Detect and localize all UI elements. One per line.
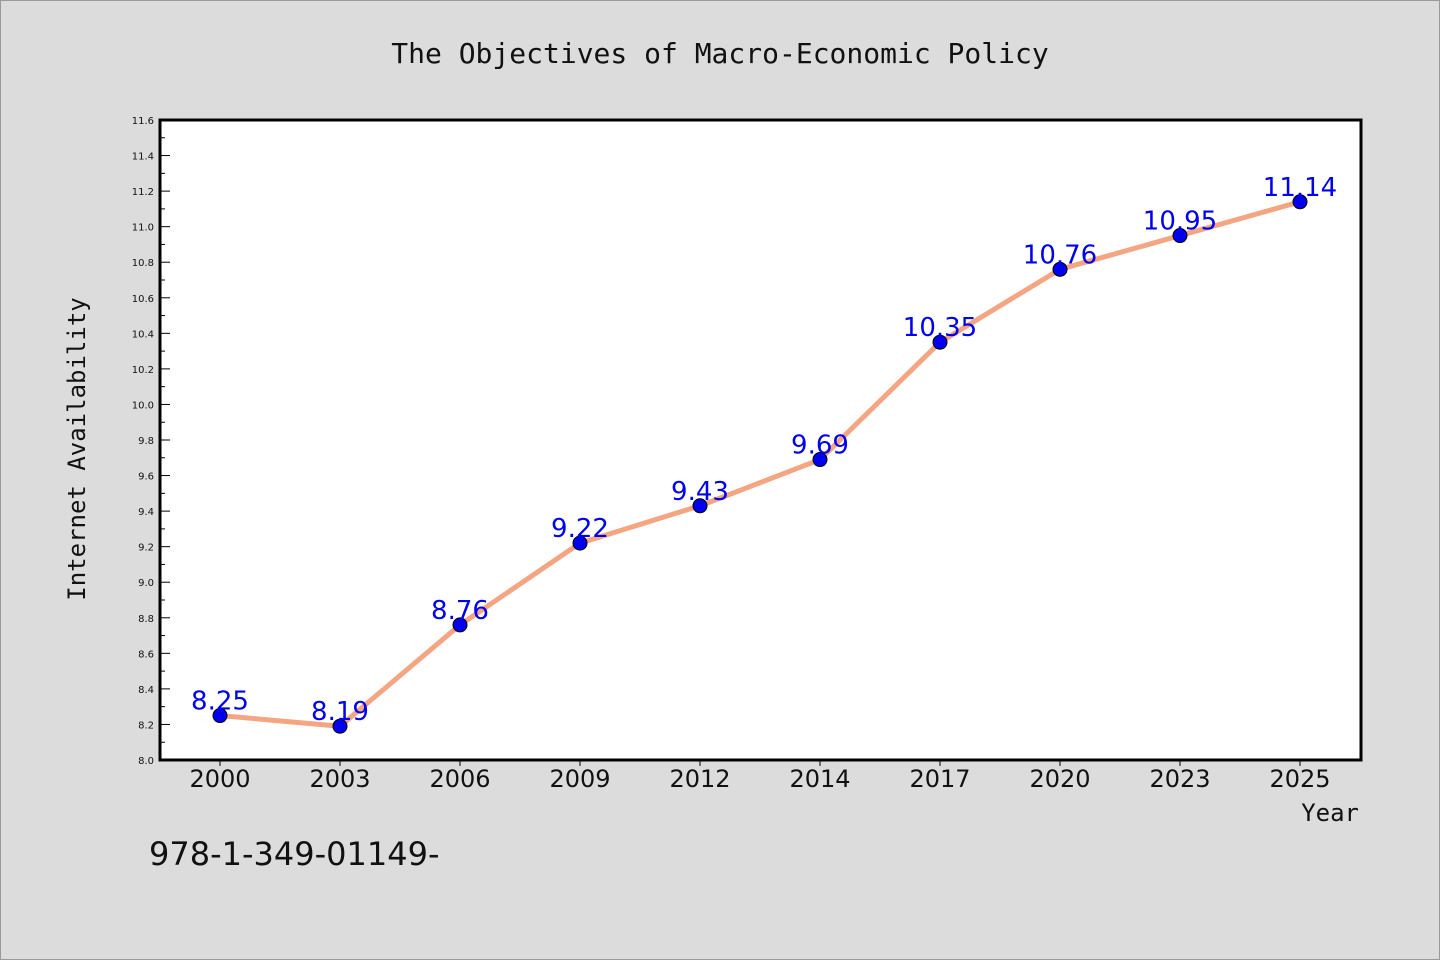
y-tick-label: 8.6: [138, 649, 154, 660]
y-tick-label: 11.2: [132, 187, 154, 198]
data-label: 10.35: [903, 313, 977, 343]
data-label: 9.69: [791, 431, 849, 461]
data-point: [212, 708, 228, 724]
data-label: 10.95: [1143, 207, 1217, 237]
data-point: [932, 334, 948, 350]
y-tick-label: 8.4: [138, 685, 154, 696]
x-tick-label: 2025: [1269, 765, 1330, 793]
data-point: [1052, 261, 1068, 277]
y-tick-label: 10.0: [132, 400, 154, 411]
data-point: [572, 535, 588, 551]
y-tick-label: 11.4: [132, 152, 154, 163]
data-label: 9.43: [671, 477, 729, 507]
footer-text: 978-1-349-01149-: [149, 835, 440, 873]
y-tick-label: 11.6: [132, 116, 154, 127]
data-point: [1292, 194, 1308, 210]
data-point: [812, 452, 828, 468]
y-axis: 8.0 8.2 8.4 8.6 8.8 9.0 9.2 9.4 9.6 9.8 10.0 10.2 10…: [132, 116, 170, 767]
x-tick-label: 2003: [309, 765, 370, 793]
y-tick-label: 10.4: [132, 329, 154, 340]
y-tick-label: 8.0: [138, 756, 154, 767]
y-tick-label: 10.2: [132, 365, 154, 376]
y-tick-label: 9.6: [138, 472, 154, 483]
x-tick-label: 2020: [1029, 765, 1090, 793]
x-tick-label: 2012: [669, 765, 730, 793]
x-tick-label: 2000: [189, 765, 250, 793]
x-tick-label: 2023: [1149, 765, 1210, 793]
y-tick-label: 8.8: [138, 614, 154, 625]
chart-title: The Objectives of Macro-Economic Policy: [391, 37, 1048, 70]
data-label: 8.19: [311, 697, 369, 727]
x-tick-label: 2014: [789, 765, 850, 793]
data-label: 9.22: [551, 514, 609, 544]
y-tick-label: 9.0: [138, 578, 154, 589]
series: 8.25 8.19 8.76 9.22 9.43 9.69 10.35 10.76 10.95 1…: [191, 173, 1337, 734]
y-tick-label: 8.2: [138, 720, 154, 731]
data-label: 8.76: [431, 596, 489, 626]
y-tick-label: 9.4: [138, 507, 154, 518]
data-label: 11.14: [1263, 173, 1337, 203]
data-point: [452, 617, 468, 633]
y-tick-label: 11.0: [132, 223, 154, 234]
x-tick-label: 2009: [549, 765, 610, 793]
y-tick-label: 10.6: [132, 294, 154, 305]
y-axis-label: Internet Availability: [63, 297, 91, 600]
data-point: [332, 718, 348, 734]
data-label: 8.25: [191, 687, 249, 717]
x-tick-label: 2017: [909, 765, 970, 793]
y-tick-label: 10.8: [132, 258, 154, 269]
data-point: [1172, 228, 1188, 244]
x-tick-label: 2006: [429, 765, 490, 793]
y-tick-label: 9.8: [138, 436, 154, 447]
x-axis-label: Year: [1301, 799, 1359, 827]
data-label: 10.76: [1023, 240, 1097, 270]
series-line: [217, 199, 1303, 729]
data-point: [692, 498, 708, 514]
plot-area: [158, 118, 1363, 762]
y-tick-label: 9.2: [138, 543, 154, 554]
x-axis: 2000 2003 2006 2009 2012 2014 2017 2020 2023 2025: [189, 760, 1331, 793]
